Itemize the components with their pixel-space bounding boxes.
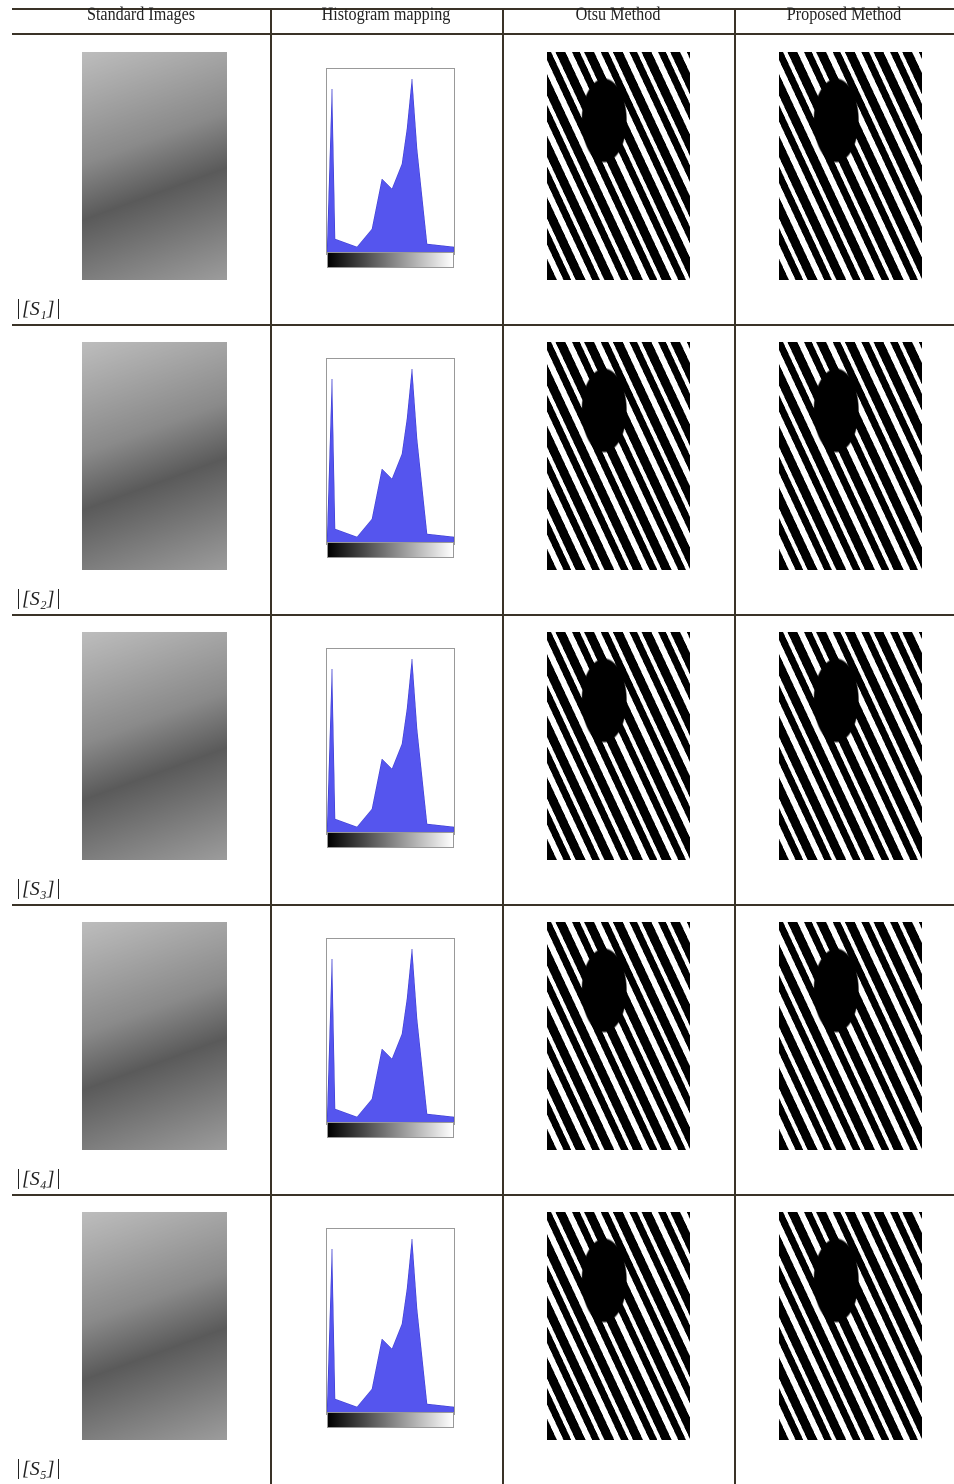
column-header: Histogram mapping bbox=[321, 4, 451, 25]
column-rule bbox=[270, 8, 272, 1484]
row-label: [S₅] bbox=[18, 1459, 59, 1479]
histogram-shape bbox=[327, 1238, 454, 1414]
gray-scale-bar bbox=[327, 542, 454, 558]
column-rule bbox=[734, 8, 736, 1484]
proposed-result bbox=[779, 632, 922, 860]
histogram-shape bbox=[327, 658, 454, 834]
row-rule bbox=[12, 1194, 954, 1196]
row-rule bbox=[12, 614, 954, 616]
gray-scale-bar bbox=[327, 252, 454, 268]
row-label: [S₁] bbox=[18, 299, 59, 319]
row-label: [S₄] bbox=[18, 1169, 59, 1189]
column-header: Otsu Method bbox=[575, 4, 661, 25]
histogram-plot bbox=[326, 648, 455, 848]
histogram-plot bbox=[326, 938, 455, 1138]
standard-image bbox=[82, 342, 227, 570]
row-label: [S₂] bbox=[18, 589, 59, 609]
row-rule bbox=[12, 904, 954, 906]
proposed-result bbox=[779, 922, 922, 1150]
column-header: Standard Images bbox=[86, 4, 196, 25]
gray-scale-bar bbox=[327, 1122, 454, 1138]
histogram-plot bbox=[326, 68, 455, 268]
proposed-result bbox=[779, 1212, 922, 1440]
otsu-result bbox=[547, 342, 690, 570]
proposed-result bbox=[779, 52, 922, 280]
otsu-result bbox=[547, 52, 690, 280]
otsu-result bbox=[547, 1212, 690, 1440]
histogram-plot bbox=[326, 1228, 455, 1428]
gray-scale-bar bbox=[327, 832, 454, 848]
column-rule bbox=[502, 8, 504, 1484]
row-label: [S₃] bbox=[18, 879, 59, 899]
standard-image bbox=[82, 632, 227, 860]
row-rule bbox=[12, 324, 954, 326]
column-header: Proposed Method bbox=[786, 4, 902, 25]
standard-image bbox=[82, 1212, 227, 1440]
standard-image bbox=[82, 52, 227, 280]
histogram-plot bbox=[326, 358, 455, 558]
standard-image bbox=[82, 922, 227, 1150]
otsu-result bbox=[547, 632, 690, 860]
histogram-shape bbox=[327, 368, 454, 544]
table-rule bbox=[12, 33, 954, 35]
table-rule bbox=[12, 8, 954, 10]
histogram-shape bbox=[327, 78, 454, 254]
otsu-result bbox=[547, 922, 690, 1150]
gray-scale-bar bbox=[327, 1412, 454, 1428]
histogram-shape bbox=[327, 948, 454, 1124]
proposed-result bbox=[779, 342, 922, 570]
